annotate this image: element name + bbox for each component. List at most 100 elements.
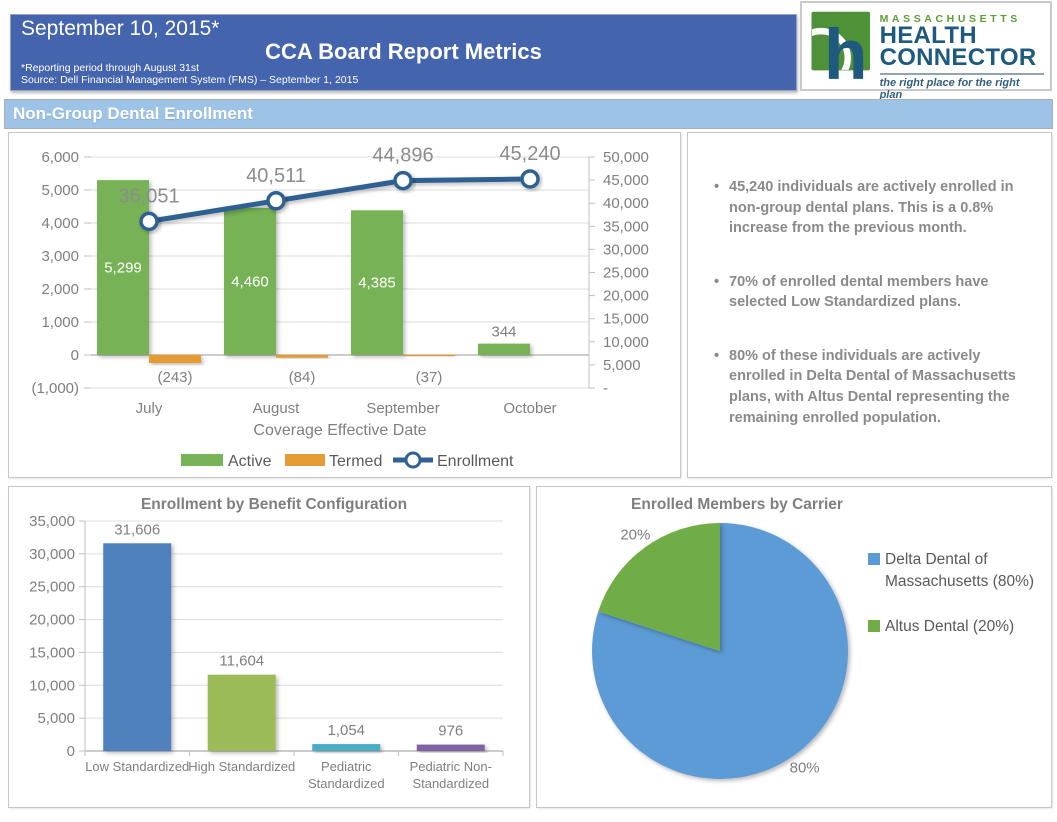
logo-name-connector: CONNECTOR	[879, 44, 1037, 72]
chart-title: Enrollment by Benefit Configuration	[141, 496, 407, 513]
category-label: Standardized	[412, 776, 489, 791]
legend-swatch	[868, 620, 880, 632]
legend-swatch-termed	[285, 454, 325, 466]
report-header: September 10, 2015* CCA Board Report Met…	[10, 14, 797, 91]
health-connector-logo: h MASSACHUSETTS HEALTH CONNECTOR the rig…	[800, 1, 1052, 101]
category-label: Pediatric	[321, 759, 372, 774]
bar-value-label: 31,606	[114, 521, 160, 538]
y-axis-label: 20,000	[29, 612, 75, 629]
right-axis-label: 45,000	[603, 172, 649, 189]
enrollment-value-label: 44,896	[372, 145, 433, 167]
category-label: Standardized	[308, 776, 385, 791]
benefit-configuration-chart: Enrollment by Benefit Configuration 35,00…	[29, 496, 504, 791]
bar-value-label: 976	[438, 723, 463, 740]
enrollment-marker	[393, 170, 413, 191]
legend-label-active: Active	[228, 453, 272, 470]
chart-title: Enrolled Members by Carrier	[631, 496, 843, 513]
category-label: High Standardized	[188, 759, 295, 774]
right-axis-label: 10,000	[603, 334, 649, 351]
pie-pct-label: 80%	[790, 759, 820, 776]
y-axis-label: 30,000	[29, 546, 75, 563]
section-title: Non-Group Dental Enrollment	[13, 104, 253, 123]
category-label: October	[503, 400, 556, 417]
right-axis-label: 25,000	[603, 265, 649, 282]
bar-termed	[149, 355, 201, 364]
left-axis-label: 6,000	[41, 149, 79, 166]
y-axis-label: 10,000	[29, 677, 75, 694]
category-label: August	[253, 400, 301, 417]
y-axis-label: 0	[67, 743, 75, 760]
footnote-source: Source: Dell Financial Management System…	[21, 74, 359, 86]
y-axis-label: 25,000	[29, 579, 75, 596]
bar-active	[97, 180, 149, 355]
right-axis-label: 30,000	[603, 241, 649, 258]
enrollment-line	[146, 176, 533, 224]
enrollment-marker	[520, 169, 540, 189]
insight-text: 45,240 individuals are actively enrolled…	[729, 179, 1014, 237]
enrollment-trend-panel: 6,000 5,000 4,000 3,000 2,000 1,000 0 (1,000) 50…	[8, 132, 681, 478]
left-axis-label: 5,000	[41, 182, 79, 199]
bar-active-label: 5,299	[104, 260, 142, 277]
enrollment-marker	[139, 211, 159, 232]
bar-active-label: 4,385	[358, 275, 396, 292]
right-axis-label: -	[603, 380, 608, 397]
bar-value-label: 1,054	[327, 722, 365, 739]
bar-benefit	[103, 543, 172, 751]
left-axis-label: 2,000	[41, 281, 79, 298]
insights-panel: 45,240 individuals are actively enrolled…	[687, 132, 1052, 478]
pie-slice	[598, 523, 720, 651]
bar-active	[351, 210, 403, 355]
x-axis-title: Coverage Effective Date	[253, 422, 426, 439]
report-title: CCA Board Report Metrics	[265, 39, 542, 64]
bar-active	[224, 207, 276, 355]
bar-termed	[276, 355, 328, 358]
right-axis-label: 20,000	[603, 288, 649, 305]
y-axis-label: 35,000	[29, 513, 75, 530]
logo-region: MASSACHUSETTS	[879, 13, 1021, 25]
left-axis-label: (1,000)	[31, 380, 79, 397]
left-axis-label: 1,000	[41, 314, 79, 331]
logo-swoosh	[811, 27, 851, 70]
section-header: Non-Group Dental Enrollment	[4, 99, 1053, 129]
insight-bullet: 70% of enrolled dental members have sele…	[712, 272, 1031, 313]
left-axis-label: 0	[71, 347, 79, 364]
enrollment-trend-chart: 6,000 5,000 4,000 3,000 2,000 1,000 0 (1,000) 50…	[31, 143, 649, 470]
logo-h-glyph: h	[824, 15, 868, 83]
health-connector-logo-icon: h	[811, 11, 871, 83]
carrier-pie-chart: Enrolled Members by Carrier 80% 20% Delta D…	[592, 496, 1034, 779]
insight-list: 45,240 individuals are actively enrolled…	[688, 133, 1051, 428]
pie-slice	[592, 523, 849, 779]
report-date: September 10, 2015*	[21, 17, 220, 40]
legend-label-enrollment: Enrollment	[437, 453, 514, 470]
right-axis-label: 5,000	[603, 357, 641, 374]
bar-benefit	[207, 674, 276, 751]
pie-pct-label: 20%	[620, 527, 650, 544]
logo-name-health: HEALTH	[879, 22, 977, 49]
bar-active-label: 4,460	[231, 273, 269, 290]
insight-text: 70% of enrolled dental members have sele…	[729, 273, 989, 311]
enrollment-value-label: 40,511	[246, 165, 306, 187]
category-label: Pediatric Non-	[410, 759, 492, 774]
right-axis-label: 35,000	[603, 218, 649, 235]
bar-benefit	[312, 744, 381, 751]
legend-label-termed: Termed	[329, 453, 382, 470]
insight-bullet: 45,240 individuals are actively enrolled…	[712, 177, 1031, 239]
legend-swatch-active	[181, 454, 223, 466]
enrollment-marker	[266, 191, 286, 211]
carrier-pie-panel: Enrolled Members by Carrier 80% 20% Delta D…	[536, 486, 1052, 808]
legend-swatch	[868, 553, 880, 565]
logo-tagline: the right place for the right plan	[879, 72, 1044, 101]
enrollment-value-label: 45,240	[499, 143, 560, 165]
insight-text: 80% of these individuals are actively en…	[729, 347, 1016, 426]
right-axis-label: 50,000	[603, 149, 649, 166]
bar-termed-label: (84)	[289, 369, 316, 386]
legend-label: Massachusetts (80%)	[885, 573, 1034, 590]
y-axis-label: 5,000	[37, 710, 75, 727]
legend-marker-enrollment	[404, 451, 422, 469]
bar-termed	[403, 355, 455, 357]
bar-termed-label: (37)	[416, 369, 443, 386]
left-axis-label: 4,000	[41, 215, 79, 232]
y-axis-label: 15,000	[29, 644, 75, 661]
report-footnotes: *Reporting period through August 31st So…	[21, 62, 358, 86]
right-axis-label: 40,000	[603, 195, 649, 212]
